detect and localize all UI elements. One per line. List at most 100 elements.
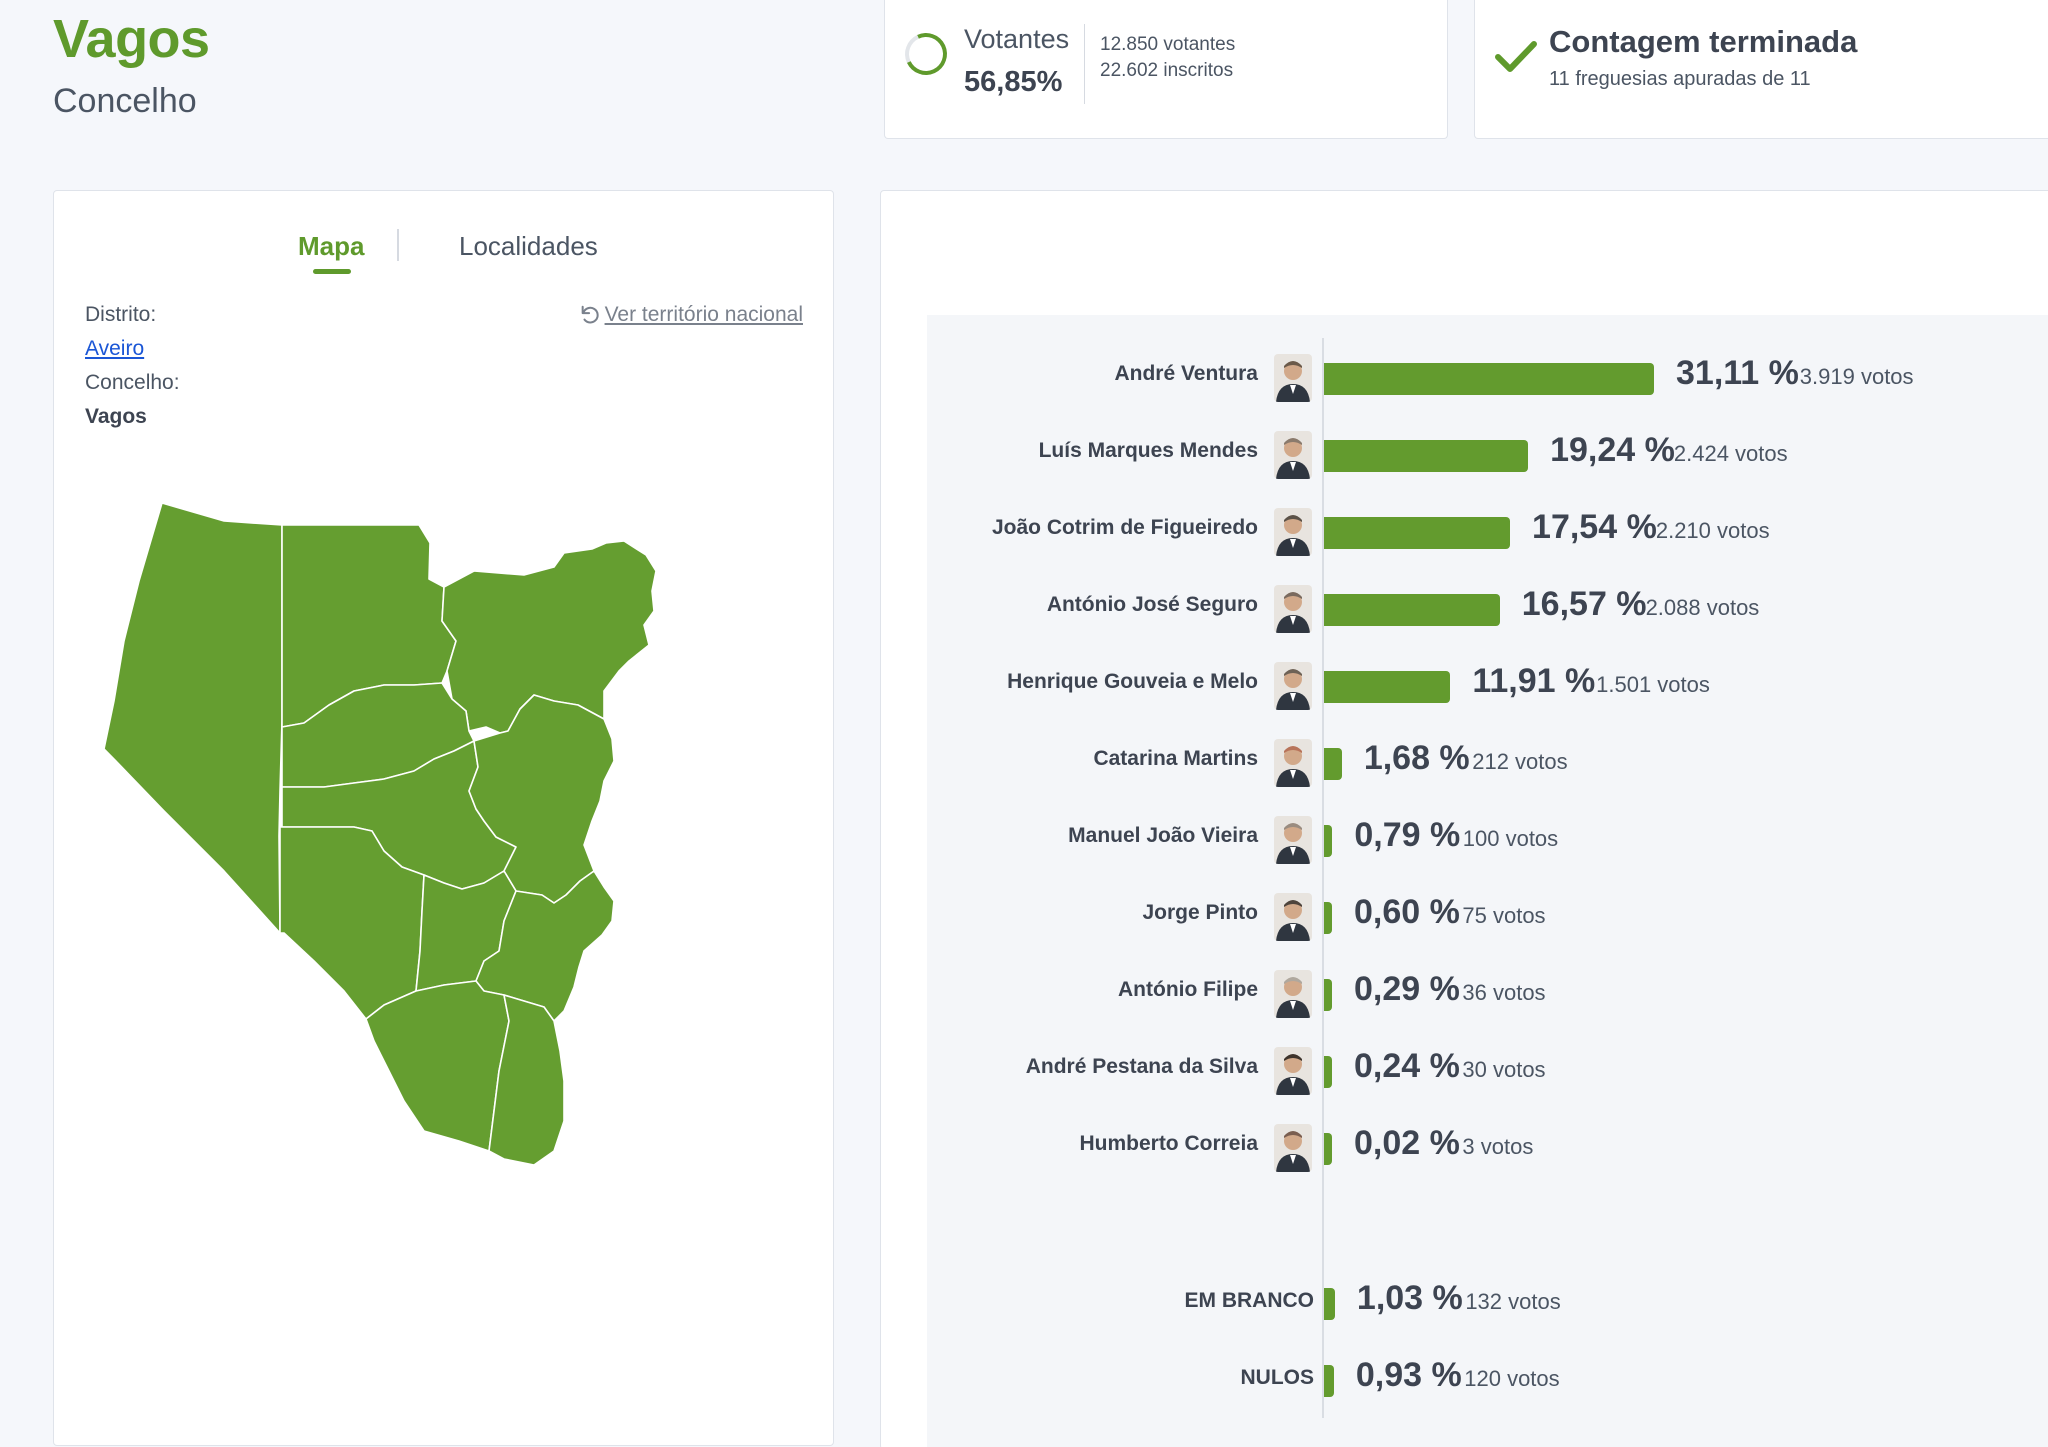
avatar-icon — [1274, 508, 1312, 556]
progress-ring-icon — [899, 27, 953, 81]
turnout-votes: 12.850 votantes — [1100, 34, 1236, 55]
result-bar — [1324, 517, 1511, 549]
turnout-registered: 22.602 inscritos — [1100, 60, 1234, 81]
special-result-row[interactable]: EM BRANCO 1,03 % 132 votos — [0, 1275, 2048, 1331]
avatar-icon — [1274, 1124, 1312, 1172]
tab-map[interactable]: Mapa — [298, 231, 365, 261]
result-percent: 1,03 % — [1356, 1279, 1463, 1317]
result-percent: 0,60 % — [1354, 893, 1460, 931]
parish-southeast-north[interactable] — [475, 870, 615, 1022]
avatar-icon — [1274, 970, 1312, 1018]
result-percent: 0,29 % — [1354, 970, 1460, 1008]
result-percent: 0,93 % — [1355, 1356, 1462, 1394]
candidate-photo — [1274, 1124, 1312, 1172]
results-panel — [880, 190, 2048, 1447]
candidate-name: Henrique Gouveia e Melo — [1007, 670, 1258, 693]
result-percent: 31,11 % — [1676, 354, 1799, 392]
result-bar — [1324, 1288, 1335, 1320]
result-bar — [1324, 1056, 1332, 1088]
result-votes: 3.919 votos — [1799, 364, 1914, 389]
result-votes: 3 votos — [1462, 1134, 1534, 1159]
candidate-photo — [1274, 662, 1312, 710]
view-national-territory-link[interactable]: Ver território nacional — [579, 303, 803, 327]
candidate-photo — [1274, 893, 1312, 941]
map-panel: Mapa Localidades Ver território nacional… — [53, 190, 834, 1446]
count-status-card: Contagem terminada 11 freguesias apurada… — [1474, 0, 2048, 139]
candidate-name: Catarina Martins — [1093, 747, 1258, 770]
result-bar — [1324, 1365, 1334, 1397]
candidate-row[interactable]: Humberto Correia 0,02 % 3 votos — [0, 1120, 2048, 1176]
municipality-value: Vagos — [85, 405, 147, 428]
candidate-row[interactable]: André Pestana da Silva 0,24 % 30 votos — [0, 1043, 2048, 1099]
result-bar — [1324, 979, 1332, 1011]
divider — [1084, 24, 1085, 104]
candidate-row[interactable]: António Filipe 0,29 % 36 votos — [0, 966, 2048, 1022]
candidate-name: André Ventura — [1114, 362, 1258, 385]
candidate-photo — [1274, 739, 1312, 787]
check-icon — [1495, 41, 1537, 72]
candidate-row[interactable]: António José Seguro 16,57 % 2.088 votos — [0, 581, 2048, 637]
result-bar — [1324, 902, 1332, 934]
result-bar — [1324, 363, 1654, 395]
result-votes: 30 votos — [1462, 1057, 1546, 1082]
result-bar — [1324, 671, 1451, 703]
result-votes: 36 votos — [1462, 980, 1546, 1005]
avatar-icon — [1274, 739, 1312, 787]
avatar-icon — [1274, 893, 1312, 941]
result-votes: 2.088 votos — [1645, 595, 1760, 620]
count-status-title: Contagem terminada — [1549, 24, 1858, 59]
candidate-name: Luís Marques Mendes — [1038, 439, 1258, 462]
candidate-row[interactable]: Henrique Gouveia e Melo 11,91 % 1.501 voto… — [0, 658, 2048, 714]
active-tab-indicator — [313, 269, 351, 274]
result-percent: 0,24 % — [1354, 1047, 1460, 1085]
result-votes: 75 votos — [1462, 903, 1546, 928]
avatar-icon — [1274, 816, 1312, 864]
candidate-row[interactable]: André Ventura 31,11 % 3.919 votos — [0, 350, 2048, 406]
result-percent: 16,57 % — [1521, 585, 1647, 623]
avatar-icon — [1274, 431, 1312, 479]
candidate-row[interactable]: Catarina Martins 1,68 % 212 votos — [0, 735, 2048, 791]
tab-divider — [397, 229, 399, 261]
candidate-name: Jorge Pinto — [1142, 901, 1258, 924]
result-bar — [1324, 440, 1529, 472]
turnout-percent: 56,85% — [964, 66, 1063, 98]
tab-localities[interactable]: Localidades — [459, 231, 598, 261]
parish-east-central[interactable] — [468, 694, 615, 904]
result-percent: 17,54 % — [1532, 508, 1657, 546]
result-votes: 120 votos — [1464, 1366, 1560, 1391]
result-votes: 100 votos — [1462, 826, 1559, 851]
result-bar — [1324, 825, 1333, 857]
result-votes: 2.210 votos — [1655, 518, 1770, 543]
municipality-map[interactable] — [84, 491, 784, 1371]
special-result-row[interactable]: NULOS 0,93 % 120 votos — [0, 1352, 2048, 1408]
result-votes: 132 votos — [1465, 1289, 1561, 1314]
candidate-row[interactable]: Manuel João Vieira 0,79 % 100 votos — [0, 812, 2048, 868]
turnout-label: Votantes — [964, 24, 1070, 54]
avatar-icon — [1274, 585, 1312, 633]
chart-axis — [1322, 338, 1324, 1418]
result-percent: 0,79 % — [1354, 816, 1461, 854]
candidate-photo — [1274, 816, 1312, 864]
candidate-photo — [1274, 431, 1312, 479]
avatar-icon — [1274, 354, 1312, 402]
candidate-photo — [1274, 585, 1312, 633]
candidate-row[interactable]: Jorge Pinto 0,60 % 75 votos — [0, 889, 2048, 945]
result-percent: 1,68 % — [1363, 739, 1470, 777]
result-votes: 212 votos — [1472, 749, 1568, 774]
candidate-photo — [1274, 1047, 1312, 1095]
candidate-name: João Cotrim de Figueiredo — [991, 516, 1258, 539]
candidate-row[interactable]: João Cotrim de Figueiredo 17,54 % 2.210 vo… — [0, 504, 2048, 560]
candidate-name: André Pestana da Silva — [1025, 1055, 1258, 1078]
result-percent: 11,91 % — [1472, 662, 1596, 700]
result-bar — [1324, 1133, 1332, 1165]
candidate-name: António José Seguro — [1046, 593, 1258, 616]
result-bar — [1324, 748, 1342, 780]
candidate-row[interactable]: Luís Marques Mendes 19,24 % 2.424 votos — [0, 427, 2048, 483]
district-link[interactable]: Aveiro — [85, 337, 145, 360]
parish-west-coast[interactable] — [103, 502, 283, 934]
candidate-name: Humberto Correia — [1079, 1132, 1258, 1155]
view-national-territory-label: Ver território nacional — [604, 303, 803, 326]
parish-south-tip[interactable] — [488, 994, 565, 1166]
candidate-photo — [1274, 508, 1312, 556]
avatar-icon — [1274, 662, 1312, 710]
